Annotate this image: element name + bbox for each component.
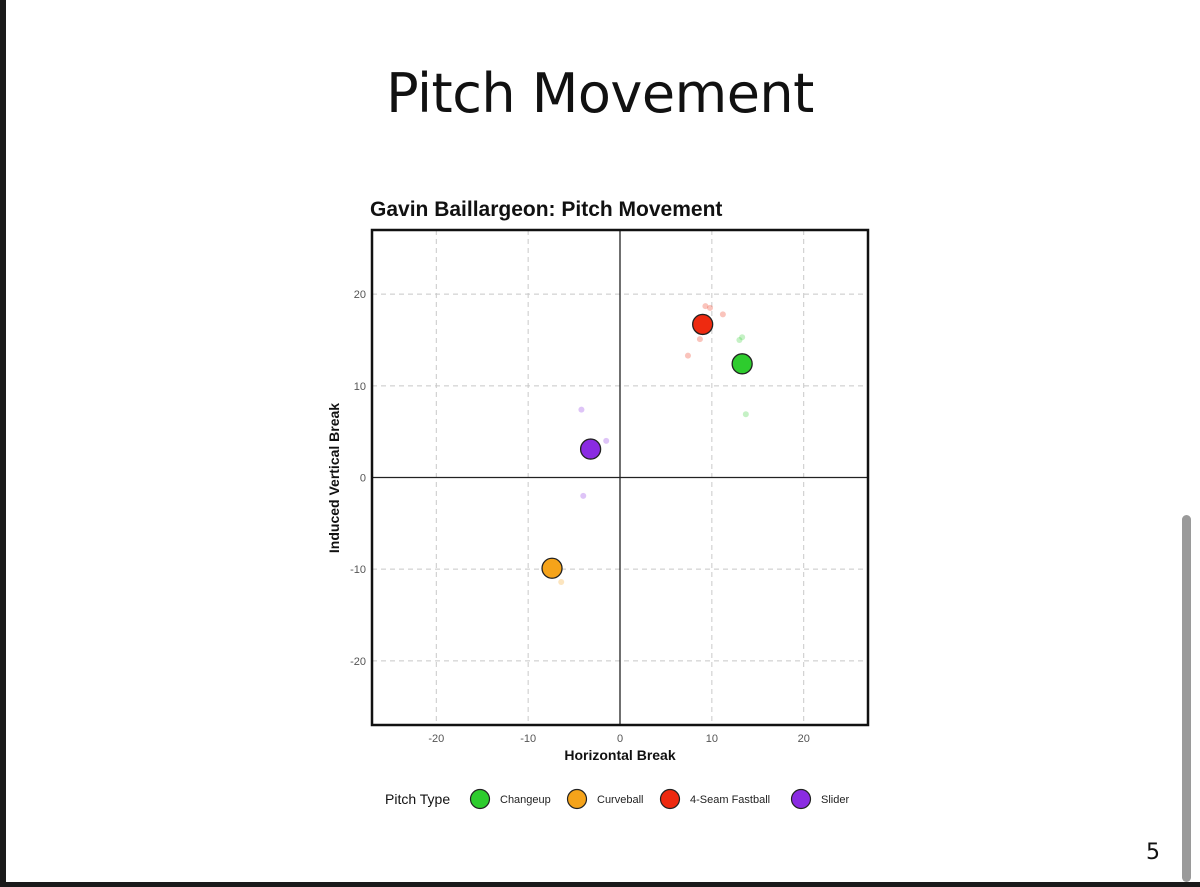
legend-swatch [566,788,588,810]
x-tick-label: 20 [798,733,810,745]
pitch-point [707,304,714,311]
y-tick-label: -10 [350,564,366,576]
chart-title: Gavin Baillargeon: Pitch Movement [370,198,722,221]
window-frame-left [0,0,6,887]
legend-label: Curveball [597,794,643,806]
pitch-point [736,337,743,343]
legend: Pitch Type Changeup Curveball 4-Seam Fastb… [385,788,849,810]
y-tick-label: 10 [354,381,366,393]
pitch-point [739,334,746,341]
pitch-mean-marker [731,353,753,375]
legend-title: Pitch Type [385,791,450,807]
tick-labels: -20 -10 0 10 20 -20 -10 0 10 20 [350,289,810,745]
page-number: 5 [1146,840,1160,865]
x-axis-label: Horizontal Break [564,747,675,763]
legend-label: Slider [821,794,849,806]
x-tick-label: 0 [617,733,623,745]
slide-title: Pitch Movement [386,62,814,125]
x-tick-label: -20 [428,733,444,745]
pitch-mean-marker [692,313,714,336]
pitch-point [719,311,726,318]
pitch-point [603,437,610,444]
window-frame-bottom [0,882,1200,887]
legend-swatch [659,788,681,810]
legend-swatch [469,788,491,810]
pitch-mean-marker [541,557,563,579]
x-tick-label: -10 [520,733,536,745]
pitch-point [696,336,703,343]
pitch-point [742,411,749,418]
x-tick-label: 10 [706,733,718,745]
pitch-point [578,406,585,413]
plot-panel-border [370,228,870,727]
pitch-point [558,579,565,585]
y-tick-label: 20 [354,289,366,301]
y-tick-label: -20 [350,656,366,668]
pitch-point [702,303,709,310]
legend-label: Changeup [500,794,551,806]
legend-label: 4-Seam Fastball [690,794,770,806]
means-layer [541,313,753,579]
pitch-point [580,492,587,499]
legend-swatch [790,788,812,810]
points-layer [545,303,749,585]
y-axis-label: Induced Vertical Break [326,403,342,553]
pitch-point [684,352,691,359]
scrollbar-thumb[interactable] [1182,515,1191,882]
zero-lines [372,230,868,725]
pitch-mean-marker [579,438,602,460]
y-tick-label: 0 [360,473,366,485]
